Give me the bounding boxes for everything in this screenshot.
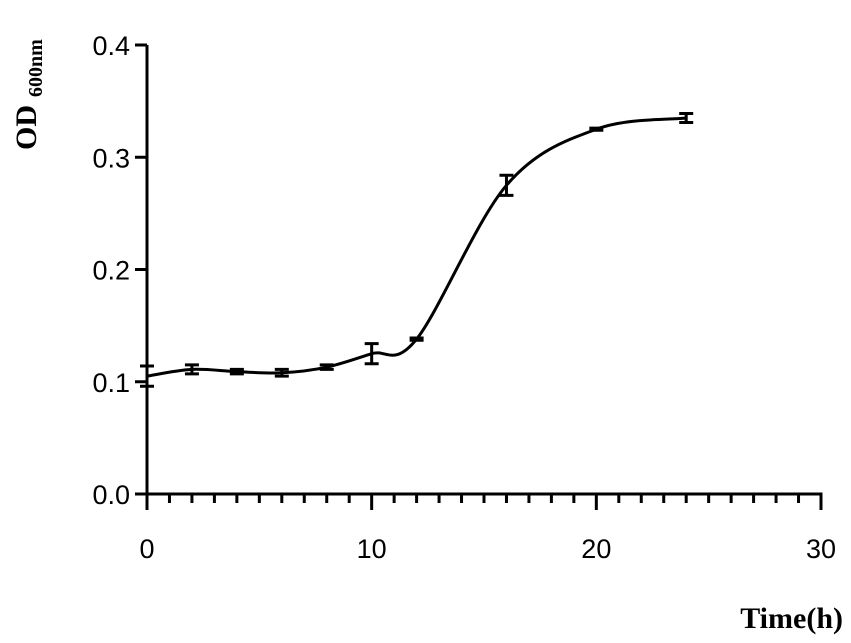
y-label-main: OD [10,105,43,150]
error-bar [140,364,154,388]
error-bar [319,363,334,371]
error-bar [589,126,604,132]
y-label-subscript: 600nm [25,39,47,97]
error-bar [679,111,694,124]
error-bar [409,336,424,342]
x-tick-label: 0 [139,534,154,564]
error-bar [184,363,199,376]
y-tick-label: 0.1 [92,368,130,398]
y-axis-label: OD 600nm [10,39,47,150]
y-tick-label: 0.3 [92,143,130,173]
error-bar [499,173,514,197]
x-tick-label: 30 [806,534,836,564]
error-bar [229,367,244,376]
y-tick-label: 0.0 [92,480,130,510]
error-bar [274,367,289,378]
x-axis-label: Time(h) [740,602,843,635]
error-bar [364,342,379,366]
y-tick-label: 0.4 [92,31,130,61]
y-tick-label: 0.2 [92,256,130,286]
x-tick-label: 10 [357,534,387,564]
x-tick-label: 20 [581,534,611,564]
